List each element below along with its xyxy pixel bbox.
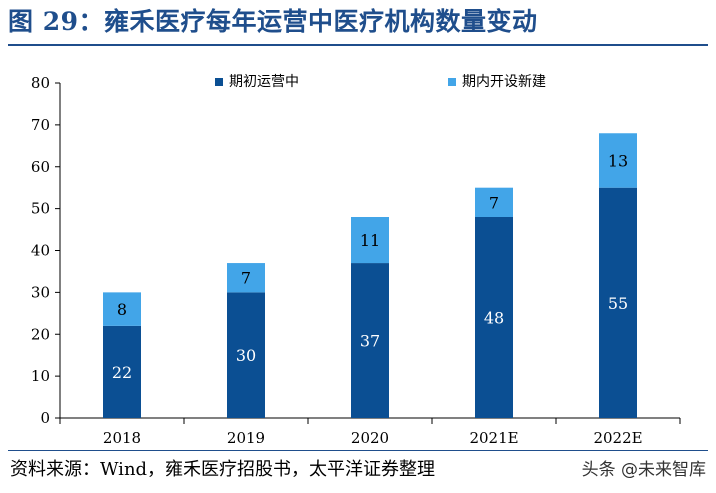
y-tick-label: 20 (31, 325, 50, 343)
data-label: 37 (360, 332, 380, 351)
x-tick-label: 2018 (103, 429, 141, 447)
watermark: 头条 @未来智库 (581, 460, 706, 480)
legend-label: 期内开设新建 (462, 74, 546, 90)
bars: 22 8 30 7 37 11 48 7 55 13 (103, 133, 637, 418)
x-tick-label: 2019 (227, 429, 265, 447)
title-divider (8, 44, 708, 46)
legend-swatch (448, 78, 456, 86)
data-label: 48 (484, 309, 504, 328)
y-tick-label: 50 (31, 200, 50, 218)
legend-swatch (215, 78, 223, 86)
bar-base-segment (351, 263, 389, 418)
data-label: 22 (112, 363, 132, 382)
bar-new-segment (475, 187, 513, 217)
x-tick-label: 2022E (593, 429, 642, 447)
y-tick-label: 40 (31, 242, 50, 260)
y-axis: 0 10 20 30 40 50 60 70 80 (31, 74, 61, 427)
bar-new-segment (227, 263, 265, 293)
data-label: 7 (489, 193, 499, 212)
bar-base-segment (599, 187, 637, 418)
source-divider (8, 450, 708, 451)
page-title: 图 29：雍禾医疗每年运营中医疗机构数量变动 (8, 7, 538, 36)
x-tick-label: 2021E (469, 429, 518, 447)
data-label: 13 (608, 151, 628, 170)
y-tick-label: 30 (31, 283, 50, 301)
bar-new-segment (103, 292, 141, 326)
bar-base-segment (103, 325, 141, 418)
data-label: 11 (360, 231, 380, 250)
data-label: 7 (241, 269, 251, 288)
stacked-bar-chart: 0 10 20 30 40 50 60 70 80 2018 2019 2020 2021E 2022E… (31, 73, 681, 447)
y-tick-label: 10 (31, 367, 50, 385)
x-tick-label: 2020 (351, 429, 389, 447)
data-label: 8 (117, 300, 127, 319)
y-tick-label: 70 (31, 116, 50, 134)
y-tick-label: 60 (31, 158, 50, 176)
bar-new-segment (599, 133, 637, 188)
legend-label: 期初运营中 (229, 73, 299, 90)
bar-base-segment (227, 292, 265, 418)
bar-base-segment (475, 217, 513, 418)
y-tick-label: 0 (40, 409, 50, 427)
legend: 期初运营中 期内开设新建 (215, 73, 546, 90)
y-tick-label: 80 (31, 74, 50, 92)
bar-new-segment (351, 217, 389, 264)
data-label: 30 (236, 346, 256, 365)
data-label: 55 (608, 294, 628, 313)
x-axis: 2018 2019 2020 2021E 2022E (59, 417, 681, 447)
source-note: 资料来源：Wind，雍禾医疗招股书，太平洋证券整理 (10, 459, 436, 480)
